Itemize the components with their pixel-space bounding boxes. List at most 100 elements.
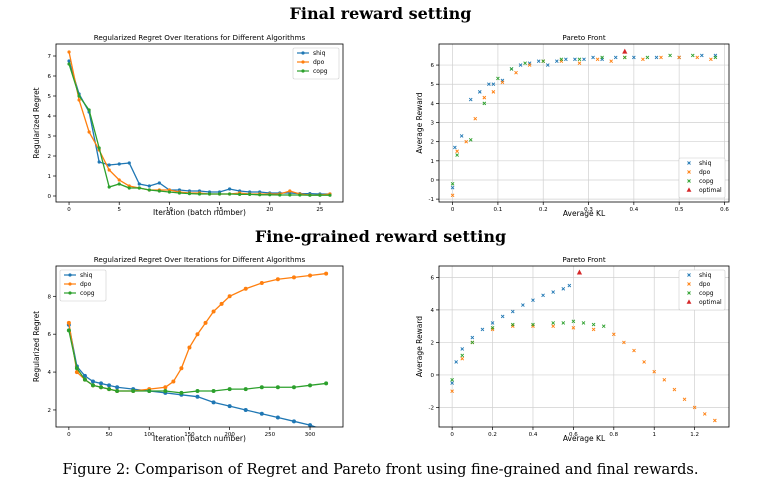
x-axis-label: Iteration (batch number) (153, 208, 246, 217)
data-point-copg (115, 389, 120, 394)
data-point-copg (90, 383, 95, 388)
series-line-copg (68, 330, 327, 394)
data-point-dpo (641, 57, 645, 62)
chart-title: Regularized Regret Over Iterations for D… (94, 255, 306, 264)
data-point-shiq (147, 184, 151, 188)
data-point-copg (157, 189, 161, 193)
y-tick-label: 6 (48, 74, 52, 80)
data-point-copg (468, 137, 473, 142)
data-point-copg (510, 322, 515, 327)
x-tick-label: 0 (67, 207, 71, 213)
data-point-shiq (460, 347, 465, 351)
x-tick-label: 25 (316, 207, 323, 213)
y-tick-label: 3 (48, 134, 52, 140)
plot-frame (55, 43, 344, 203)
pareto-final-chart: 0 0.1 0.2 0.3 0.4 0.5 0.6 -1 0 1 2 3 4 5 6 Pareto Front… (415, 33, 730, 218)
data-point-dpo (677, 55, 681, 60)
data-point-copg (601, 324, 606, 328)
legend-marker-optimal (686, 299, 692, 304)
x-axis-label: Average KL (563, 209, 606, 218)
x-tick-label: 300 (305, 432, 316, 438)
data-point-dpo (259, 281, 264, 286)
data-point-copg (455, 153, 459, 157)
data-point-dpo (450, 193, 455, 198)
legend-marker-dpo (687, 282, 691, 286)
data-point-dpo (227, 294, 232, 299)
data-point-shiq (137, 182, 141, 186)
data-point-copg (131, 389, 136, 394)
data-point-dpo (324, 271, 329, 276)
data-point-shiq (551, 290, 555, 294)
data-point-dpo (171, 379, 176, 384)
y-tick-label: 6 (48, 332, 52, 338)
legend-label-shiq: shiq (699, 160, 712, 167)
data-point-shiq (453, 145, 457, 150)
data-point-dpo (67, 50, 71, 54)
x-tick-label: 20 (266, 207, 273, 213)
data-point-copg (298, 193, 302, 197)
data-point-shiq (531, 298, 535, 302)
data-point-copg (97, 146, 101, 150)
legend-marker-dpo (301, 60, 305, 64)
data-point-dpo (66, 320, 71, 325)
series-line-dpo (68, 51, 331, 196)
x-tick-label: 0.8 (609, 432, 618, 438)
y-tick-label: 2 (48, 408, 52, 414)
data-point-copg (74, 366, 79, 371)
data-point-copg (324, 381, 329, 386)
data-point-copg (288, 193, 292, 197)
x-tick-label: 0 (67, 432, 71, 438)
data-point-copg (318, 193, 322, 197)
data-point-shiq (521, 303, 525, 307)
data-point-copg (87, 108, 91, 112)
data-point-copg (147, 188, 151, 192)
data-point-copg (137, 186, 141, 190)
data-point-shiq (510, 309, 515, 314)
y-tick-label: 3 (431, 121, 435, 127)
data-point-copg (561, 321, 566, 325)
y-axis-label: Average Reward (415, 92, 424, 153)
y-tick-label: 8 (48, 294, 52, 300)
y-tick-label: 4 (48, 114, 52, 120)
figure-caption: Figure 2: Comparison of Regret and Paret… (62, 462, 699, 478)
legend-label-optimal: optimal (699, 299, 722, 306)
data-point-shiq (573, 57, 577, 62)
data-point-dpo (500, 80, 505, 85)
x-tick-label: 0.4 (629, 207, 638, 213)
plot-area (450, 269, 717, 423)
x-tick-label: 0.6 (569, 432, 578, 438)
data-point-copg (496, 76, 500, 81)
y-tick-label: 5 (431, 82, 435, 88)
data-point-shiq (82, 373, 87, 378)
data-point-copg (179, 390, 184, 395)
data-point-dpo (551, 324, 555, 328)
y-tick-label: 1 (431, 159, 435, 165)
data-point-shiq (117, 162, 121, 166)
data-point-copg (275, 385, 280, 390)
data-point-shiq (654, 55, 659, 60)
data-point-dpo (713, 418, 717, 423)
x-tick-label: 200 (224, 432, 235, 438)
legend: shiq dpo copg optimal (678, 269, 726, 311)
data-point-dpo (577, 61, 582, 65)
data-point-shiq (115, 385, 120, 390)
legend-label-dpo: dpo (80, 281, 92, 288)
data-point-copg (211, 389, 216, 394)
data-point-copg (690, 53, 695, 58)
data-point-copg (117, 182, 121, 186)
data-point-copg (291, 385, 296, 390)
x-tick-label: 1.2 (690, 432, 699, 438)
y-tick-label: 4 (431, 308, 435, 314)
optimal-marker (576, 269, 583, 275)
y-tick-label: 0 (48, 194, 52, 200)
section-title-final: Final reward setting (289, 4, 472, 23)
data-point-copg (591, 322, 596, 327)
data-point-dpo (642, 360, 646, 364)
data-point-copg (571, 319, 576, 324)
x-tick-label: 0 (450, 432, 454, 438)
data-point-copg (163, 389, 168, 394)
legend-label-dpo: dpo (313, 59, 325, 66)
legend-label-dpo: dpo (699, 281, 711, 288)
legend-label-shiq: shiq (80, 272, 93, 279)
data-point-dpo (455, 149, 459, 154)
